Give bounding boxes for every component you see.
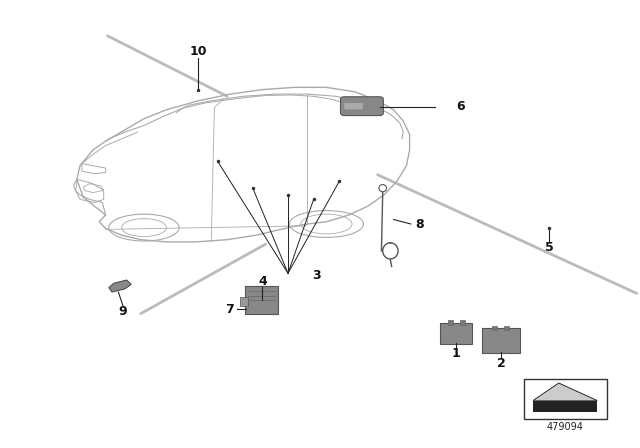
Polygon shape [109,280,131,292]
Text: 1: 1 [452,347,461,361]
FancyBboxPatch shape [245,286,278,314]
Bar [524,379,607,419]
Text: 4: 4 [258,275,267,288]
FancyBboxPatch shape [344,103,363,109]
Bar [533,401,597,412]
Text: 7: 7 [225,302,234,316]
Bar [240,297,248,306]
Bar [448,320,453,325]
FancyBboxPatch shape [482,328,520,353]
Text: 8: 8 [415,218,424,232]
Text: 6: 6 [456,100,465,113]
Bar [504,326,509,330]
Text: 9: 9 [118,305,127,318]
Text: 5: 5 [545,241,554,254]
Bar [460,320,465,325]
Text: 2: 2 [497,357,506,370]
Text: 3: 3 [312,269,321,282]
Text: 479094: 479094 [547,422,584,432]
Bar [492,326,497,330]
Text: 10: 10 [189,45,207,58]
Polygon shape [533,383,597,401]
FancyBboxPatch shape [340,97,383,116]
FancyBboxPatch shape [440,323,472,344]
